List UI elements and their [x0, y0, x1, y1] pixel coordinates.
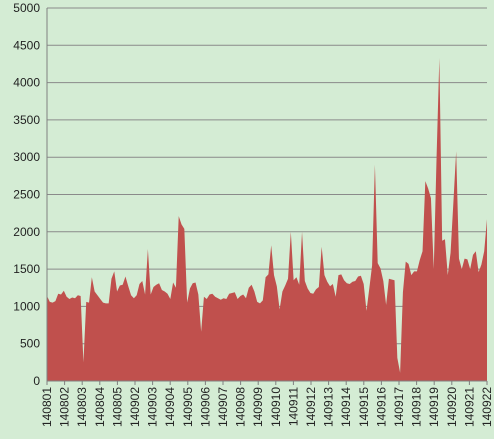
x-tick-label: 140904 [163, 387, 177, 427]
y-tick-label: 2000 [13, 225, 40, 239]
y-tick-label: 0 [33, 374, 40, 388]
y-tick-label: 3500 [13, 113, 40, 127]
y-axis-tick-labels: 0 500 1000 1500 2000 2500 3000 3500 4000 4500 5000 [13, 1, 40, 388]
x-tick-label: 140914 [339, 387, 353, 427]
x-tick-label: 140906 [198, 387, 212, 427]
x-tick-label: 140903 [146, 387, 160, 427]
x-tick-label: 140908 [234, 387, 248, 427]
x-axis-tick-labels: 140801 140802 140803 140804 140805 140902 1409… [40, 387, 494, 427]
x-tick-label: 140915 [357, 387, 371, 427]
y-tick-label: 5000 [13, 1, 40, 15]
x-tick-label: 140919 [427, 387, 441, 427]
x-tick-label: 140917 [392, 387, 406, 427]
x-tick-label: 140909 [251, 387, 265, 427]
x-tick-label: 140921 [462, 387, 476, 427]
x-tick-label: 140907 [216, 387, 230, 427]
x-tick-label: 140916 [374, 387, 388, 427]
x-tick-label: 140803 [75, 387, 89, 427]
x-tick-label: 140922 [480, 387, 494, 427]
y-tick-label: 2500 [13, 188, 40, 202]
x-tick-label: 140905 [181, 387, 195, 427]
x-tick-label: 140920 [445, 387, 459, 427]
series-area-path [47, 57, 487, 381]
x-tick-label: 140902 [128, 387, 142, 427]
axes [46, 8, 488, 385]
y-tick-label: 1000 [13, 299, 40, 313]
x-tick-label: 140804 [93, 387, 107, 427]
y-tick-label: 3000 [13, 150, 40, 164]
x-tick-label: 140911 [286, 387, 300, 426]
x-tick-label: 140913 [322, 387, 336, 427]
y-tick-label: 4000 [13, 76, 40, 90]
y-tick-label: 1500 [13, 262, 40, 276]
y-tick-label: 500 [20, 337, 40, 351]
y-tick-label: 4500 [13, 38, 40, 52]
series-area [47, 57, 487, 381]
x-tick-label: 140918 [410, 387, 424, 427]
x-tick-label: 140910 [269, 387, 283, 427]
x-tick-label: 140805 [110, 387, 124, 427]
x-tick-label: 140802 [58, 387, 72, 427]
x-tick-label: 140912 [304, 387, 318, 427]
x-tick-label: 140801 [40, 387, 54, 427]
